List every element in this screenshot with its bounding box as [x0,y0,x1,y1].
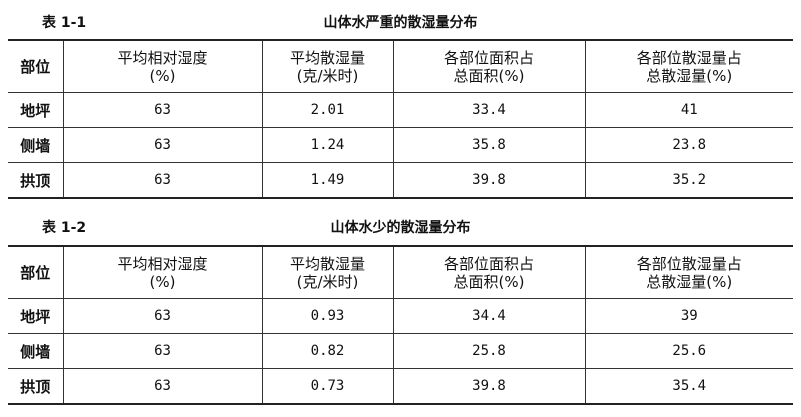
table-cell: 63 [62,368,262,404]
table-cell: 0.82 [261,333,393,369]
table-cell: 25.8 [392,333,585,369]
table-1-caption: 山体水严重的散湿量分布 [323,15,478,31]
table-cell: 63 [62,298,262,334]
column-header: 平均散湿量 (克/米时) [261,246,393,299]
column-header: 部位 [8,40,63,93]
table-cell: 33.4 [392,92,585,128]
column-header: 平均相对湿度 (%) [62,246,262,299]
row-label: 侧墙 [8,127,63,163]
table-cell: 35.2 [584,162,793,198]
table-cell: 39.8 [392,162,585,198]
column-header: 平均散湿量 (克/米时) [261,40,393,93]
table-row: 侧墙 63 0.82 25.8 25.6 [8,333,793,369]
table-row: 拱顶 63 1.49 39.8 35.2 [8,162,793,198]
table-cell: 35.8 [392,127,585,163]
table-1-label: 表 1-1 [42,15,87,31]
table-cell: 39.8 [392,368,585,404]
table-cell: 1.49 [261,162,393,198]
table-1: 部位 平均相对湿度 (%) 平均散湿量 (克/米时) 各部位面积占 总面积(%) 各部位… [8,39,793,199]
table-cell: 0.73 [261,368,393,404]
column-header: 部位 [8,246,63,299]
header-row: 部位 平均相对湿度 (%) 平均散湿量 (克/米时) 各部位面积占 总面积(%) 各部位… [8,246,793,299]
table-cell: 41 [584,92,793,128]
table-cell: 63 [62,92,262,128]
header-row: 部位 平均相对湿度 (%) 平均散湿量 (克/米时) 各部位面积占 总面积(%) 各部位… [8,40,793,93]
table-cell: 34.4 [392,298,585,334]
table-cell: 23.8 [584,127,793,163]
table-cell: 63 [62,162,262,198]
table-row: 侧墙 63 1.24 35.8 23.8 [8,127,793,163]
table-row: 地坪 63 2.01 33.4 41 [8,92,793,128]
table-cell: 25.6 [584,333,793,369]
table-cell: 2.01 [261,92,393,128]
column-header: 各部位散湿量占 总散湿量(%) [584,40,793,93]
row-label: 地坪 [8,92,63,128]
table-cell: 63 [62,333,262,369]
table-cell: 63 [62,127,262,163]
table-2: 部位 平均相对湿度 (%) 平均散湿量 (克/米时) 各部位面积占 总面积(%) 各部位… [8,245,793,405]
column-header: 各部位面积占 总面积(%) [392,40,585,93]
table-cell: 0.93 [261,298,393,334]
column-header: 平均相对湿度 (%) [62,40,262,93]
table-2-caption: 山体水少的散湿量分布 [330,220,471,236]
row-label: 拱顶 [20,377,51,396]
table-cell: 1.24 [261,127,393,163]
row-label: 地坪 [8,298,63,334]
table-2-label: 表 1-2 [42,220,87,236]
row-label: 拱顶 [20,171,51,190]
table-row: 拱顶 63 0.73 39.8 35.4 [8,368,793,404]
table-row: 地坪 63 0.93 34.4 39 [8,298,793,334]
row-label: 侧墙 [8,333,63,369]
column-header: 各部位面积占 总面积(%) [392,246,585,299]
table-cell: 39 [584,298,793,334]
table-cell: 35.4 [584,368,793,404]
column-header: 各部位散湿量占 总散湿量(%) [584,246,793,299]
